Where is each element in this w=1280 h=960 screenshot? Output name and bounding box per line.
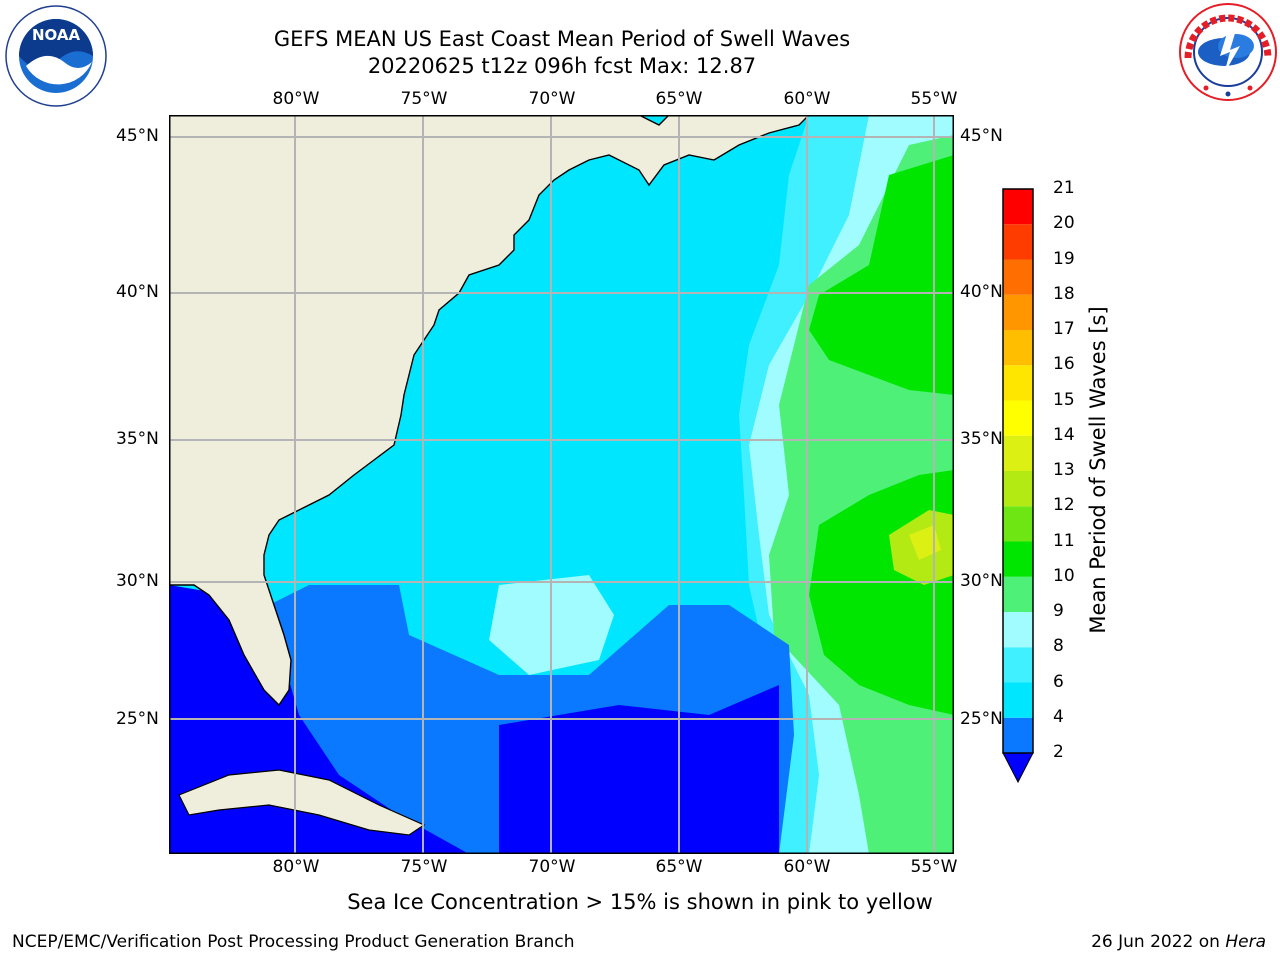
land-north-america xyxy=(169,115,954,707)
lat-label-left-35n: 35°N xyxy=(116,429,159,449)
colorbar-segment-15-16 xyxy=(1003,365,1033,401)
colorbar-tick-label: 12 xyxy=(1053,495,1075,516)
colorbar-segments xyxy=(1003,189,1033,753)
colorbar-tick-label: 18 xyxy=(1053,283,1075,304)
footer-machine: Hera xyxy=(1225,932,1266,952)
chart-subtitle: 20220625 t12z 096h fcst Max: 12.87 xyxy=(367,54,757,78)
colorbar-segment-20-21 xyxy=(1003,189,1033,225)
colorbar-tick-label: 9 xyxy=(1053,601,1064,621)
lon-label-top-75w: 75°W xyxy=(400,89,448,109)
colorbar-segment-17-18 xyxy=(1003,294,1033,330)
map-frame xyxy=(169,115,954,854)
colorbar-segment-6-8 xyxy=(1003,647,1033,683)
colorbar-tick-label: 13 xyxy=(1053,460,1075,480)
lon-label-top-80w: 80°W xyxy=(272,89,320,109)
colorbar-segment-19-20 xyxy=(1003,224,1033,260)
colorbar-title: Mean Period of Swell Waves [s] xyxy=(1086,306,1110,634)
colorbar xyxy=(1002,188,1034,784)
colorbar-segment-2-4 xyxy=(1003,717,1033,753)
lat-label-right-45n: 45°N xyxy=(960,126,1003,146)
gridlines xyxy=(169,115,954,854)
colorbar-segment-9-10 xyxy=(1003,576,1033,612)
colorbar-segment-12-13 xyxy=(1003,471,1033,507)
colorbar-under-triangle xyxy=(1002,752,1034,784)
lat-label-left-25n: 25°N xyxy=(116,709,159,729)
noaa-logo-text: NOAA xyxy=(32,26,81,44)
colorbar-tick-label: 17 xyxy=(1053,319,1075,339)
footer-date-text: 26 Jun 2022 on xyxy=(1091,932,1220,952)
colorbar-tick-label: 19 xyxy=(1053,248,1075,269)
nws-logo xyxy=(1178,2,1278,102)
lat-label-left-45n: 45°N xyxy=(116,126,159,146)
colorbar-tick-label: 21 xyxy=(1053,178,1075,198)
colorbar-frame xyxy=(1002,188,1034,754)
sea-ice-note: Sea Ice Concentration > 15% is shown in … xyxy=(347,890,933,914)
lat-label-right-30n: 30°N xyxy=(960,571,1003,591)
colorbar-tick-label: 20 xyxy=(1053,213,1075,234)
noaa-logo: NOAA xyxy=(5,5,107,107)
lon-label-bottom-80w: 80°W xyxy=(272,857,320,877)
swell-core-10-11s-north xyxy=(809,155,954,395)
lon-label-top-70w: 70°W xyxy=(528,89,576,109)
chart-title: GEFS MEAN US East Coast Mean Period of S… xyxy=(273,27,851,51)
lon-label-top-65w: 65°W xyxy=(655,89,703,109)
lat-label-right-40n: 40°N xyxy=(960,282,1003,302)
colorbar-segment-4-6 xyxy=(1003,682,1033,718)
land-cuba xyxy=(178,769,426,836)
colorbar-tick-label: 15 xyxy=(1053,389,1075,410)
colorbar-segment-11-12 xyxy=(1003,506,1033,542)
lon-label-bottom-55w: 55°W xyxy=(910,857,958,877)
colorbar-tick-label: 10 xyxy=(1053,565,1075,586)
lon-label-bottom-60w: 60°W xyxy=(783,857,831,877)
colorbar-tick-label: 6 xyxy=(1053,671,1064,692)
colorbar-segment-10-11 xyxy=(1003,541,1033,577)
colorbar-segment-16-17 xyxy=(1003,330,1033,366)
lat-label-right-35n: 35°N xyxy=(960,429,1003,449)
footer-credit: NCEP/EMC/Verification Post Processing Pr… xyxy=(12,932,575,952)
colorbar-tick-label: 4 xyxy=(1053,706,1064,727)
lon-label-top-60w: 60°W xyxy=(783,89,831,109)
colorbar-tick-label: 8 xyxy=(1053,636,1064,657)
colorbar-segment-14-15 xyxy=(1003,400,1033,436)
swell-period-map xyxy=(169,115,954,854)
swell-region-under-2s-south xyxy=(499,685,779,854)
lon-label-bottom-70w: 70°W xyxy=(528,857,576,877)
footer-date: 26 Jun 2022 on Hera xyxy=(1091,932,1266,952)
lon-label-bottom-75w: 75°W xyxy=(400,857,448,877)
colorbar-segment-18-19 xyxy=(1003,259,1033,295)
lat-label-left-40n: 40°N xyxy=(116,282,159,302)
lon-label-bottom-65w: 65°W xyxy=(655,857,703,877)
colorbar-tick-label: 2 xyxy=(1053,742,1064,762)
lon-label-top-55w: 55°W xyxy=(910,89,958,109)
lat-label-left-30n: 30°N xyxy=(116,571,159,591)
colorbar-segment-13-14 xyxy=(1003,435,1033,471)
lat-label-right-25n: 25°N xyxy=(960,709,1003,729)
colorbar-tick-label: 16 xyxy=(1053,354,1075,375)
colorbar-segment-8-9 xyxy=(1003,612,1033,648)
colorbar-tick-label: 14 xyxy=(1053,424,1075,445)
colorbar-tick-label: 11 xyxy=(1053,530,1075,551)
